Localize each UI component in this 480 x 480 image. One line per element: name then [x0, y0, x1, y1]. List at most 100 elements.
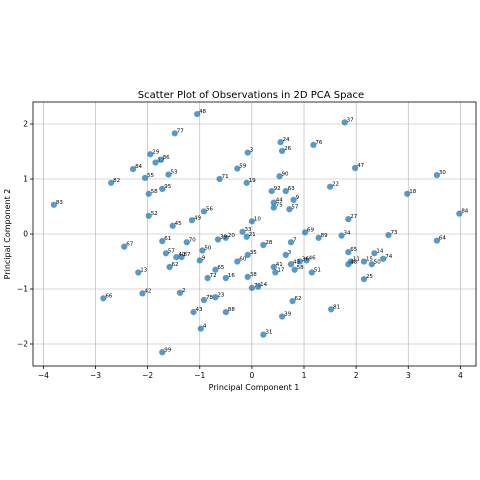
point-label: 9 [202, 255, 206, 261]
point-label: 24 [283, 137, 290, 143]
data-point [303, 257, 310, 264]
data-point [433, 172, 441, 179]
point-label: 14 [376, 248, 383, 254]
data-point [371, 250, 378, 257]
data-point [169, 222, 176, 229]
data-point [279, 313, 286, 320]
data-point [260, 241, 267, 249]
data-point [234, 258, 241, 265]
point-label: 51 [314, 268, 321, 274]
data-point [243, 233, 250, 240]
point-label: 55 [147, 173, 154, 179]
data-point [166, 263, 173, 271]
data-point [194, 111, 201, 118]
data-point [404, 190, 411, 197]
point-label: 45 [175, 221, 182, 227]
point-label: 22 [332, 182, 339, 188]
x-tick-label: 0 [250, 371, 255, 380]
data-point [157, 156, 164, 163]
data-point [214, 236, 222, 243]
point-label: 9 [296, 195, 300, 201]
data-point [360, 276, 368, 283]
data-point [171, 130, 178, 137]
point-label: 63 [288, 186, 295, 192]
data-point [234, 165, 241, 172]
point-label: 69 [307, 227, 314, 233]
data-point [159, 238, 166, 245]
point-label: 25 [366, 274, 373, 280]
point-label: 47 [357, 163, 364, 169]
point-label: 86 [163, 155, 170, 161]
data-point [190, 309, 197, 316]
data-point [159, 185, 166, 192]
point-label: 3 [250, 148, 254, 154]
point-label: 50 [204, 246, 211, 252]
data-point [222, 234, 229, 241]
data-point [196, 257, 203, 264]
data-point [351, 164, 359, 172]
point-label: 76 [315, 140, 322, 146]
data-point [291, 266, 298, 273]
x-tick-label: −4 [38, 371, 49, 380]
point-label: 36 [302, 257, 309, 263]
data-point [108, 179, 115, 186]
data-point [100, 295, 107, 302]
data-point [368, 261, 375, 268]
data-point [270, 204, 277, 211]
point-label: 89 [321, 233, 328, 239]
data-point [308, 269, 315, 276]
data-point [385, 232, 392, 239]
point-label: 87 [184, 252, 191, 258]
data-point [310, 141, 317, 148]
point-label: 59 [239, 164, 246, 170]
data-point [121, 243, 128, 250]
data-point [276, 173, 283, 180]
data-point [248, 284, 255, 291]
point-label: 13 [140, 268, 147, 274]
point-label: 48 [199, 109, 206, 115]
data-point [183, 239, 190, 246]
data-point [341, 119, 348, 126]
data-points: 4877372426376291286845947558253711990309… [50, 109, 469, 356]
data-point [199, 247, 206, 254]
point-label: 44 [276, 198, 283, 204]
point-label: 81 [333, 304, 340, 310]
point-label: 34 [344, 231, 351, 237]
point-label: 60 [239, 257, 246, 263]
x-tick-label: −3 [90, 371, 101, 380]
point-label: 88 [228, 307, 235, 313]
data-point [268, 188, 275, 195]
data-point [296, 258, 303, 265]
point-label: 17 [277, 268, 284, 274]
point-label: 37 [347, 117, 354, 123]
data-point [200, 296, 208, 304]
point-label: 48 [350, 259, 357, 265]
data-point [222, 274, 229, 282]
point-label: 11 [353, 257, 360, 263]
point-label: 99 [164, 347, 171, 353]
data-point [188, 217, 196, 224]
data-point [244, 251, 251, 258]
point-label: 46 [309, 255, 316, 261]
data-point [433, 237, 441, 244]
data-point [338, 232, 345, 239]
point-label: 84 [135, 164, 142, 170]
point-label: 61 [164, 236, 171, 242]
data-point [345, 261, 352, 268]
data-point [139, 290, 146, 297]
point-label: 62 [172, 262, 179, 268]
data-point [360, 258, 368, 265]
data-point [286, 206, 293, 213]
point-label: 19 [249, 178, 256, 184]
data-point [328, 306, 335, 313]
data-point [282, 251, 289, 258]
point-label: 15 [366, 257, 373, 263]
data-point [277, 139, 284, 146]
point-label: 33 [245, 227, 252, 233]
data-point [244, 149, 251, 156]
y-tick-label: 1 [23, 175, 28, 184]
data-point [204, 274, 211, 282]
data-point [152, 159, 159, 166]
point-label: 30 [439, 170, 446, 176]
point-label: 53 [171, 170, 178, 176]
